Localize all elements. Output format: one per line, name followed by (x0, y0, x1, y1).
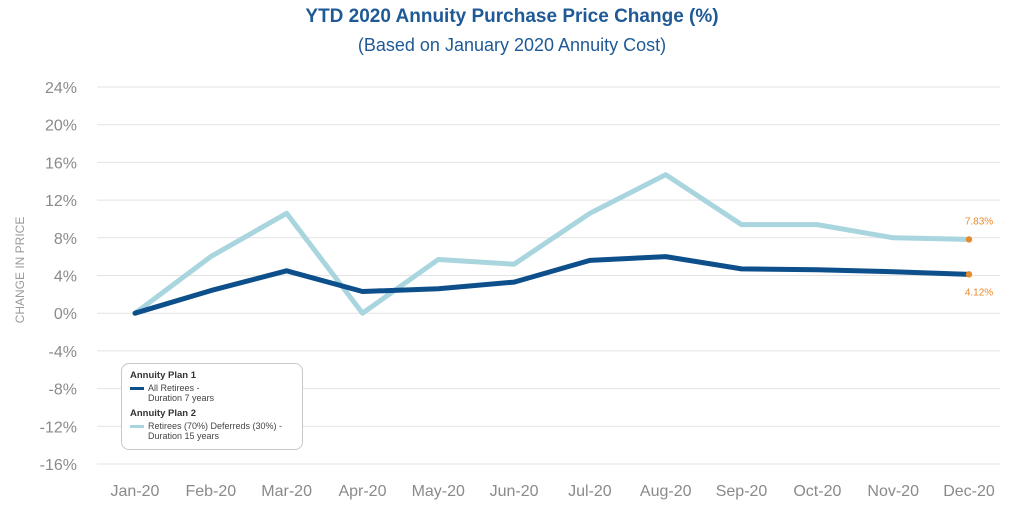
y-tick-label: 16% (45, 155, 77, 172)
x-tick-label: Jul-20 (568, 483, 612, 500)
x-tick-label: Jan-20 (111, 483, 160, 500)
legend-plan-2-title: Annuity Plan 2 (130, 408, 196, 419)
chart-subtitle: (Based on January 2020 Annuity Cost) (357, 35, 667, 55)
y-tick-label: 12% (45, 193, 77, 210)
x-tick-label: May-20 (412, 483, 465, 500)
legend-label-plan-2: Retirees (70%) Deferreds (30%) - Duratio… (148, 421, 283, 441)
x-tick-label: Dec-20 (943, 483, 995, 500)
legend-label-plan-1: All Retirees - Duration 7 years (148, 383, 215, 403)
y-tick-label: 4% (54, 269, 77, 286)
end-marker-plan-1 (965, 271, 973, 278)
x-tick-label: Aug-20 (640, 483, 692, 500)
x-tick-label: Oct-20 (793, 483, 841, 500)
x-tick-label: Sep-20 (716, 483, 768, 500)
legend: Annuity Plan 1 All Retirees - Duration 7… (121, 363, 303, 450)
end-value-label-plan-1: 4.12% (965, 287, 993, 298)
end-marker-plan-2 (965, 236, 973, 243)
y-tick-label: -4% (49, 344, 77, 361)
y-tick-label: -16% (40, 457, 77, 474)
y-axis-label: CHANGE IN PRICE (13, 217, 27, 324)
x-tick-label: Nov-20 (867, 483, 919, 500)
x-axis-ticks: Jan-20 Feb-20 Mar-20 Apr-20 May-20 Jun-20 Jul-… (111, 483, 995, 500)
x-tick-label: Mar-20 (261, 483, 312, 500)
x-tick-label: Feb-20 (185, 483, 236, 500)
legend-plan-1-title: Annuity Plan 1 (130, 370, 196, 381)
end-value-label-plan-2: 7.83% (965, 216, 993, 227)
legend-entry-plan-1: All Retirees - Duration 7 years (130, 383, 294, 403)
y-tick-label: 20% (45, 118, 77, 135)
y-tick-label: -8% (49, 382, 77, 399)
legend-swatch-plan-1 (130, 387, 144, 390)
x-tick-label: Apr-20 (338, 483, 386, 500)
y-tick-label: 8% (54, 231, 77, 248)
end-markers: 4.12% 7.83% (965, 216, 993, 298)
series-line-plan-2 (132, 172, 972, 316)
series-line-plan-1 (132, 254, 972, 316)
y-tick-label: -12% (40, 419, 77, 436)
chart-title: YTD 2020 Annuity Purchase Price Change (… (305, 6, 719, 27)
y-tick-label: 0% (54, 306, 77, 323)
y-tick-label: 24% (45, 80, 77, 97)
series (132, 172, 972, 316)
legend-swatch-plan-2 (130, 425, 144, 428)
legend-entry-plan-2: Retirees (70%) Deferreds (30%) - Duratio… (130, 421, 294, 441)
x-tick-label: Jun-20 (490, 483, 539, 500)
y-axis-ticks: 24% 20% 16% 12% 8% 4% 0% -4% -8% -12% -16% (40, 80, 77, 474)
